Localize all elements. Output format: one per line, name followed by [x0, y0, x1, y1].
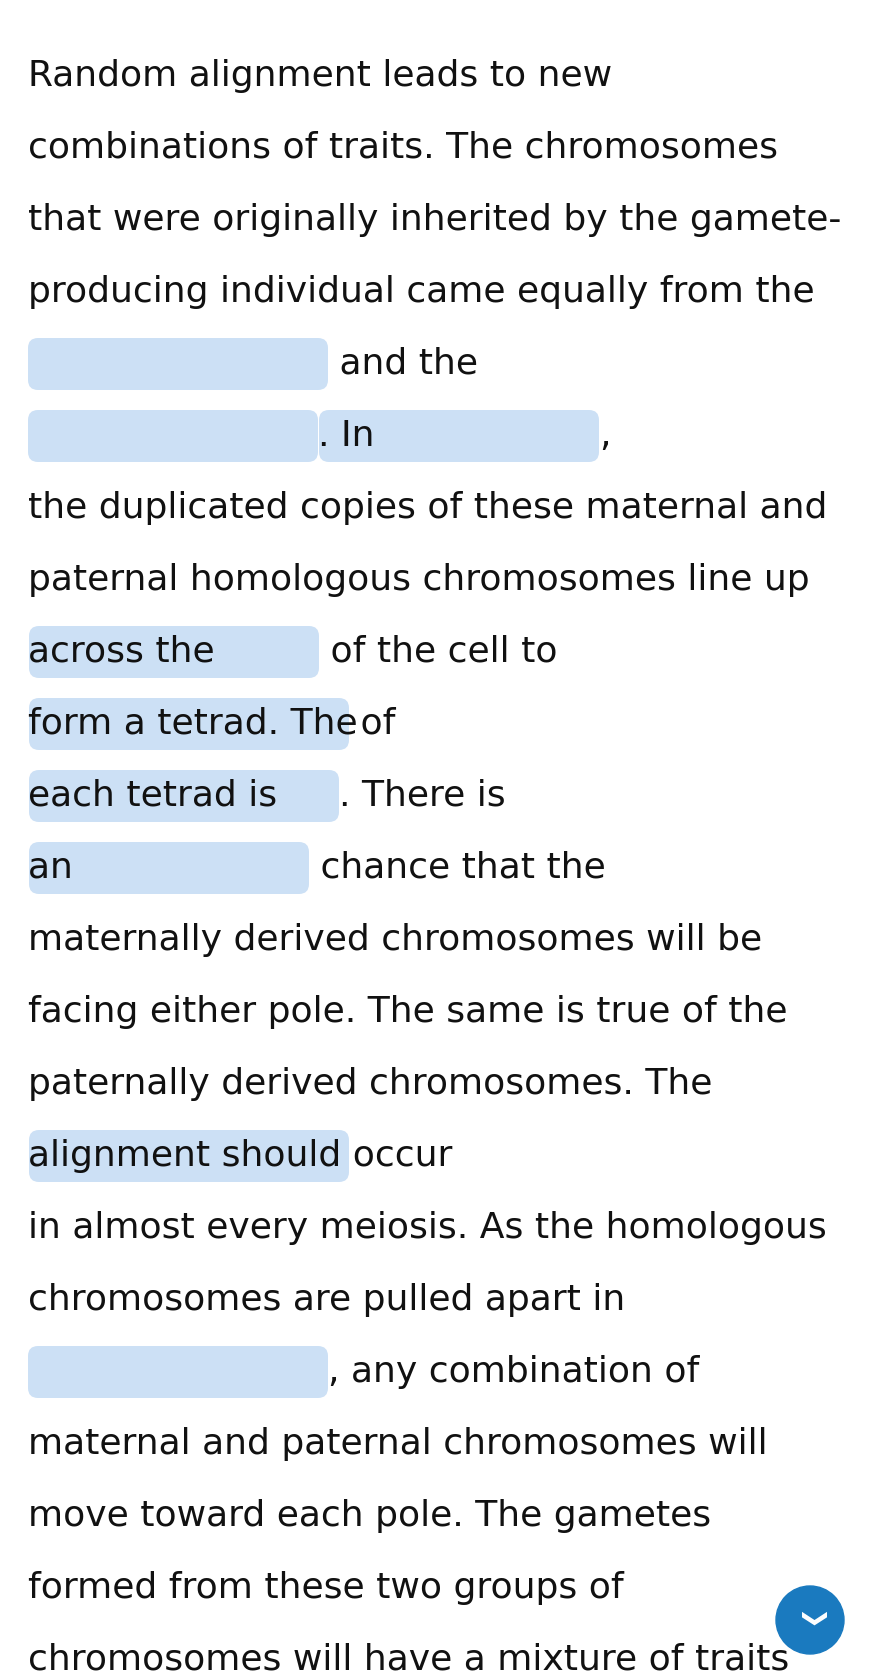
Text: of the cell to: of the cell to — [319, 635, 558, 668]
Text: formed from these two groups of: formed from these two groups of — [28, 1571, 624, 1605]
Text: ❯: ❯ — [797, 1610, 822, 1630]
Text: maternally derived chromosomes will be: maternally derived chromosomes will be — [28, 923, 762, 956]
Text: chromosomes will have a mixture of traits: chromosomes will have a mixture of trait… — [28, 1643, 789, 1675]
FancyBboxPatch shape — [28, 410, 318, 462]
Text: each tetrad is: each tetrad is — [28, 779, 289, 812]
Text: and the: and the — [328, 347, 478, 380]
Text: combinations of traits. The chromosomes: combinations of traits. The chromosomes — [28, 131, 778, 166]
FancyBboxPatch shape — [28, 338, 328, 390]
Text: , any combination of: , any combination of — [328, 1355, 699, 1389]
Text: . In: . In — [318, 419, 386, 452]
Text: paternally derived chromosomes. The: paternally derived chromosomes. The — [28, 1067, 713, 1100]
FancyBboxPatch shape — [29, 1131, 349, 1183]
Text: paternal homologous chromosomes line up: paternal homologous chromosomes line up — [28, 563, 810, 596]
Text: alignment should occur: alignment should occur — [28, 1139, 464, 1172]
Text: Random alignment leads to new: Random alignment leads to new — [28, 59, 612, 94]
Text: that were originally inherited by the gamete-: that were originally inherited by the ga… — [28, 203, 841, 236]
Text: facing either pole. The same is true of the: facing either pole. The same is true of … — [28, 995, 788, 1028]
Text: in almost every meiosis. As the homologous: in almost every meiosis. As the homologo… — [28, 1211, 827, 1245]
Text: chromosomes are pulled apart in: chromosomes are pulled apart in — [28, 1283, 625, 1317]
Text: move toward each pole. The gametes: move toward each pole. The gametes — [28, 1499, 711, 1533]
Text: of: of — [349, 707, 396, 740]
FancyBboxPatch shape — [319, 410, 599, 462]
FancyBboxPatch shape — [29, 843, 309, 894]
Text: maternal and paternal chromosomes will: maternal and paternal chromosomes will — [28, 1427, 768, 1461]
Circle shape — [776, 1586, 844, 1653]
Text: an: an — [28, 851, 85, 884]
FancyBboxPatch shape — [29, 698, 349, 750]
Text: producing individual came equally from the: producing individual came equally from t… — [28, 275, 814, 308]
Text: form a tetrad. The: form a tetrad. The — [28, 707, 369, 740]
Text: across the: across the — [28, 635, 226, 668]
Text: . There is: . There is — [339, 779, 505, 812]
FancyBboxPatch shape — [29, 626, 319, 678]
Text: chance that the: chance that the — [309, 851, 606, 884]
FancyBboxPatch shape — [28, 1347, 328, 1399]
FancyBboxPatch shape — [29, 770, 339, 822]
Text: ,: , — [599, 419, 610, 452]
Text: the duplicated copies of these maternal and: the duplicated copies of these maternal … — [28, 491, 828, 524]
